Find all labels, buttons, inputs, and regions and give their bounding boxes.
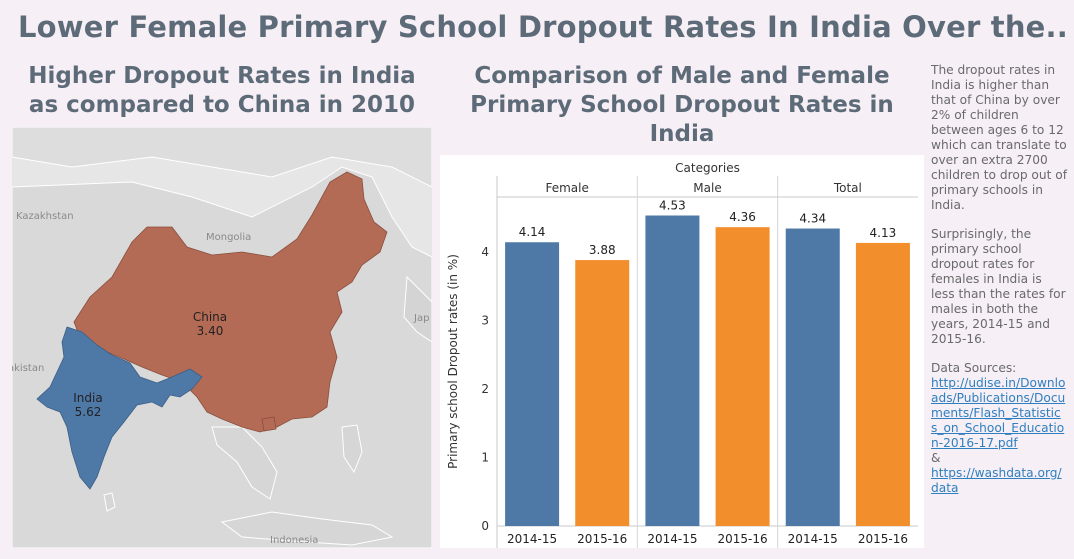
bar-value-label: 4.36 xyxy=(729,210,756,224)
sidebar-paragraph-1: The dropout rates in India is higher tha… xyxy=(931,63,1068,212)
bar-total-2014-15 xyxy=(785,228,840,526)
china-value-label: 3.40 xyxy=(197,324,224,338)
y-tick-label: 4 xyxy=(481,245,489,259)
bar-value-label: 4.14 xyxy=(519,225,546,239)
y-tick-label: 1 xyxy=(481,450,489,464)
bar-value-label: 4.53 xyxy=(659,199,686,213)
map-title: Higher Dropout Rates in India as compare… xyxy=(28,63,416,118)
x-tick-label: 2015-16 xyxy=(577,532,627,546)
sidebar-paragraph-2: Surprisingly, the primary school dropout… xyxy=(931,227,1066,346)
sri-lanka-shape xyxy=(103,492,116,512)
sidebar-text: The dropout rates in India is higher tha… xyxy=(931,63,1067,496)
group-header-total: Total xyxy=(833,181,862,195)
background-land-north xyxy=(12,127,432,188)
sources-label: Data Sources: xyxy=(931,361,1017,375)
label-pakistan: akistan xyxy=(12,363,44,374)
map-panel[interactable]: Kazakhstan Mongolia Jap akistan Indonesi… xyxy=(12,127,432,548)
group-header-female: Female xyxy=(545,181,588,195)
bar-total-2015-16 xyxy=(855,242,910,526)
x-tick-label: 2014-15 xyxy=(507,532,557,546)
label-japan: Jap xyxy=(413,313,429,324)
india-value-label: 5.62 xyxy=(75,405,102,419)
bar-female-2015-16 xyxy=(575,260,630,526)
x-tick-label: 2014-15 xyxy=(647,532,697,546)
japan-shape xyxy=(403,275,432,343)
southeast-asia-shape xyxy=(211,426,278,500)
bar-chart-panel[interactable]: Categories 0 1 2 3 4 Primary school Dropout ra… xyxy=(440,155,924,548)
dashboard-title: Lower Female Primary School Dropout Rate… xyxy=(18,10,1068,44)
x-tick-label: 2015-16 xyxy=(718,532,768,546)
x-tick-label: 2015-16 xyxy=(858,532,908,546)
source-link-udise[interactable]: http://udise.in/Downloads/Publications/D… xyxy=(931,376,1066,450)
india-name-label: India xyxy=(73,391,102,405)
group-header-male: Male xyxy=(693,181,721,195)
y-tick-label: 2 xyxy=(481,382,489,396)
bar-value-label: 3.88 xyxy=(589,243,616,257)
y-tick-label: 0 xyxy=(481,519,489,533)
china-name-label: China xyxy=(193,310,227,324)
philippines-shape xyxy=(341,424,363,474)
hainan-shape[interactable] xyxy=(261,416,277,432)
bar-chart[interactable]: Categories 0 1 2 3 4 Primary school Dropout ra… xyxy=(440,155,924,548)
bar-female-2014-15 xyxy=(505,242,560,527)
india-region[interactable] xyxy=(36,326,203,490)
x-tick-label: 2014-15 xyxy=(788,532,838,546)
indonesia-shape xyxy=(220,511,394,546)
chart-title: Comparison of Male and Female Primary Sc… xyxy=(470,63,894,147)
y-tick-label: 3 xyxy=(481,313,489,327)
sources-ampersand: & xyxy=(931,451,941,465)
source-link-washdata[interactable]: https://washdata.org/data xyxy=(931,466,1062,495)
chart-header-label: Categories xyxy=(675,161,740,175)
y-axis-label: Primary school Dropout rates (in %) xyxy=(446,254,460,469)
label-mongolia: Mongolia xyxy=(206,232,251,243)
asia-map[interactable]: Kazakhstan Mongolia Jap akistan Indonesi… xyxy=(12,127,432,548)
label-indonesia: Indonesia xyxy=(270,535,318,546)
bar-value-label: 4.34 xyxy=(799,212,826,226)
bar-male-2015-16 xyxy=(715,227,770,526)
label-kazakhstan: Kazakhstan xyxy=(16,211,74,222)
bar-male-2014-15 xyxy=(645,215,700,526)
bar-value-label: 4.13 xyxy=(870,226,897,240)
